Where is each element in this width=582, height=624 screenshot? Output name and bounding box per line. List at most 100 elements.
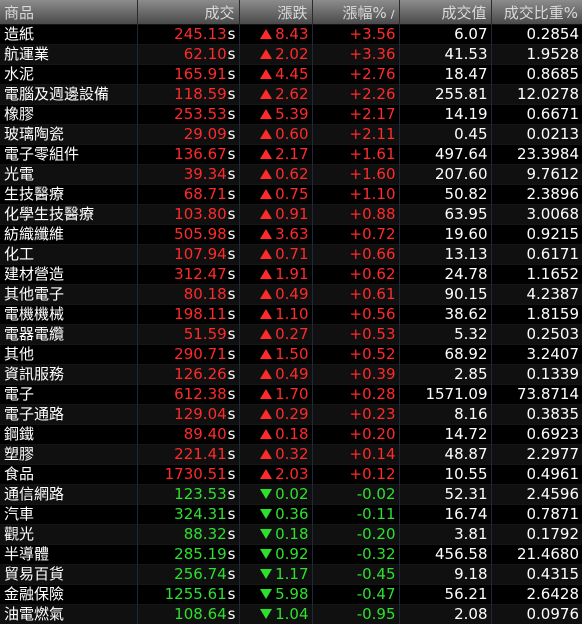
header-amount[interactable]: 成交值 (399, 0, 491, 25)
amount-cell: 24.78 (399, 265, 491, 285)
sector-name: 電子零組件 (0, 145, 137, 165)
volume-cell: 136.67s (137, 145, 239, 165)
up-arrow-icon (260, 229, 272, 239)
change-value: 1.04 (275, 605, 308, 623)
volume-cell: 103.80s (137, 205, 239, 225)
header-change[interactable]: 漲跌 (239, 0, 312, 25)
volume-unit: s (228, 185, 236, 203)
volume-value: 290.71 (174, 345, 227, 363)
volume-value: 29.09 (184, 125, 227, 143)
sector-name: 資訊服務 (0, 365, 137, 385)
pct-cell: +3.36 (312, 45, 399, 65)
share-cell: 9.7612 (491, 165, 582, 185)
change-value: 2.02 (275, 45, 308, 63)
pct-cell: +0.88 (312, 205, 399, 225)
volume-value: 107.94 (174, 245, 227, 263)
header-name[interactable]: 商品 (0, 0, 137, 25)
amount-cell: 68.92 (399, 345, 491, 365)
sector-name: 通信網路 (0, 485, 137, 505)
sector-name: 電腦及週邊設備 (0, 85, 137, 105)
sector-name: 橡膠 (0, 105, 137, 125)
sector-name: 塑膠 (0, 445, 137, 465)
change-cell: 1.04 (239, 605, 312, 624)
volume-unit: s (228, 225, 236, 243)
header-volume[interactable]: 成交 (137, 0, 239, 25)
amount-cell: 14.72 (399, 425, 491, 445)
amount-cell: 255.81 (399, 85, 491, 105)
share-cell: 2.6428 (491, 585, 582, 605)
change-cell: 0.36 (239, 505, 312, 525)
change-value: 0.60 (275, 125, 308, 143)
amount-cell: 63.95 (399, 205, 491, 225)
change-value: 5.39 (275, 105, 308, 123)
header-pct[interactable]: 漲幅%/ (312, 0, 399, 25)
volume-unit: s (228, 385, 236, 403)
up-arrow-icon (260, 429, 272, 439)
down-arrow-icon (260, 589, 272, 599)
sort-indicator-icon: / (391, 8, 395, 21)
change-value: 0.91 (275, 205, 308, 223)
volume-cell: 80.18s (137, 285, 239, 305)
change-cell: 0.92 (239, 545, 312, 565)
sector-name: 其他 (0, 345, 137, 365)
amount-cell: 5.32 (399, 325, 491, 345)
volume-cell: 253.53s (137, 105, 239, 125)
header-share[interactable]: 成交比重% (491, 0, 582, 25)
pct-cell: -0.45 (312, 565, 399, 585)
volume-unit: s (228, 605, 236, 623)
sector-name: 貿易百貨 (0, 565, 137, 585)
up-arrow-icon (260, 49, 272, 59)
up-arrow-icon (260, 269, 272, 279)
pct-cell: +0.53 (312, 325, 399, 345)
change-cell: 3.63 (239, 225, 312, 245)
change-value: 5.98 (275, 585, 308, 603)
volume-value: 505.98 (174, 225, 227, 243)
change-value: 0.18 (275, 525, 308, 543)
amount-cell: 16.74 (399, 505, 491, 525)
volume-value: 324.31 (174, 505, 227, 523)
down-arrow-icon (260, 529, 272, 539)
amount-cell: 56.21 (399, 585, 491, 605)
up-arrow-icon (260, 209, 272, 219)
share-cell: 3.0068 (491, 205, 582, 225)
volume-unit: s (228, 25, 236, 43)
change-cell: 0.27 (239, 325, 312, 345)
sector-name: 其他電子 (0, 285, 137, 305)
amount-cell: 0.45 (399, 125, 491, 145)
sector-name: 化學生技醫療 (0, 205, 137, 225)
volume-unit: s (228, 445, 236, 463)
up-arrow-icon (260, 409, 272, 419)
